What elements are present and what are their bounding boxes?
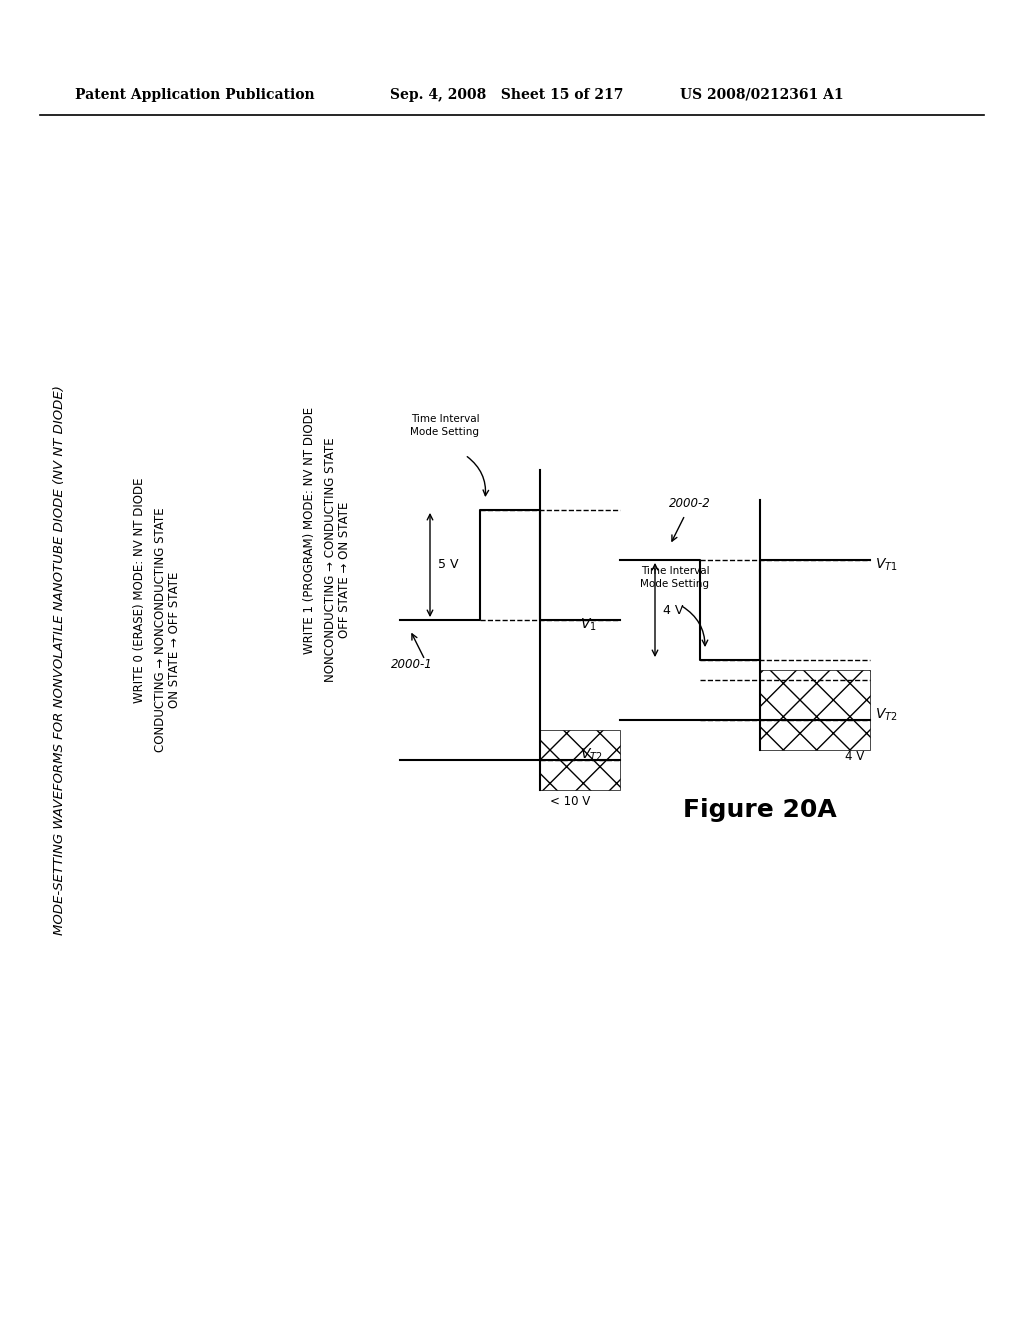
Text: Mode Setting: Mode Setting bbox=[411, 426, 479, 437]
Bar bbox=[760, 671, 870, 750]
Text: MODE-SETTING WAVEFORMS FOR NONVOLATILE NANOTUBE DIODE (NV NT DIODE): MODE-SETTING WAVEFORMS FOR NONVOLATILE N… bbox=[53, 385, 67, 935]
Text: 2000-1: 2000-1 bbox=[391, 657, 433, 671]
Text: $V_{T2}$: $V_{T2}$ bbox=[874, 706, 898, 723]
Text: < 10 V: < 10 V bbox=[550, 795, 590, 808]
Text: $V_1$: $V_1$ bbox=[580, 616, 597, 634]
Text: Patent Application Publication: Patent Application Publication bbox=[75, 88, 314, 102]
Text: WRITE 0 (ERASE) MODE: NV NT DIODE: WRITE 0 (ERASE) MODE: NV NT DIODE bbox=[133, 478, 146, 702]
Text: Figure 20A: Figure 20A bbox=[683, 799, 837, 822]
Text: OFF STATE → ON STATE: OFF STATE → ON STATE bbox=[339, 502, 351, 638]
Text: ON STATE → OFF STATE: ON STATE → OFF STATE bbox=[169, 572, 181, 709]
Text: Time Interval: Time Interval bbox=[641, 566, 710, 576]
Text: CONDUCTING → NONCONDUCTING STATE: CONDUCTING → NONCONDUCTING STATE bbox=[154, 508, 167, 752]
Text: 5 V: 5 V bbox=[438, 558, 459, 572]
Text: NONCONDUCTING → CONDUCTING STATE: NONCONDUCTING → CONDUCTING STATE bbox=[324, 438, 337, 682]
Text: 2000-2: 2000-2 bbox=[669, 498, 711, 510]
Text: Time Interval: Time Interval bbox=[411, 414, 479, 424]
Text: WRITE 1 (PROGRAM) MODE: NV NT DIODE: WRITE 1 (PROGRAM) MODE: NV NT DIODE bbox=[303, 407, 316, 653]
Text: 4 V: 4 V bbox=[846, 750, 864, 763]
Text: 4 V: 4 V bbox=[663, 603, 683, 616]
Text: US 2008/0212361 A1: US 2008/0212361 A1 bbox=[680, 88, 844, 102]
Text: Sep. 4, 2008   Sheet 15 of 217: Sep. 4, 2008 Sheet 15 of 217 bbox=[390, 88, 624, 102]
Bar bbox=[540, 730, 620, 789]
Text: $V_{T1}$: $V_{T1}$ bbox=[874, 557, 898, 573]
Text: Mode Setting: Mode Setting bbox=[640, 579, 710, 589]
Text: $V_{T2}$: $V_{T2}$ bbox=[580, 747, 603, 763]
